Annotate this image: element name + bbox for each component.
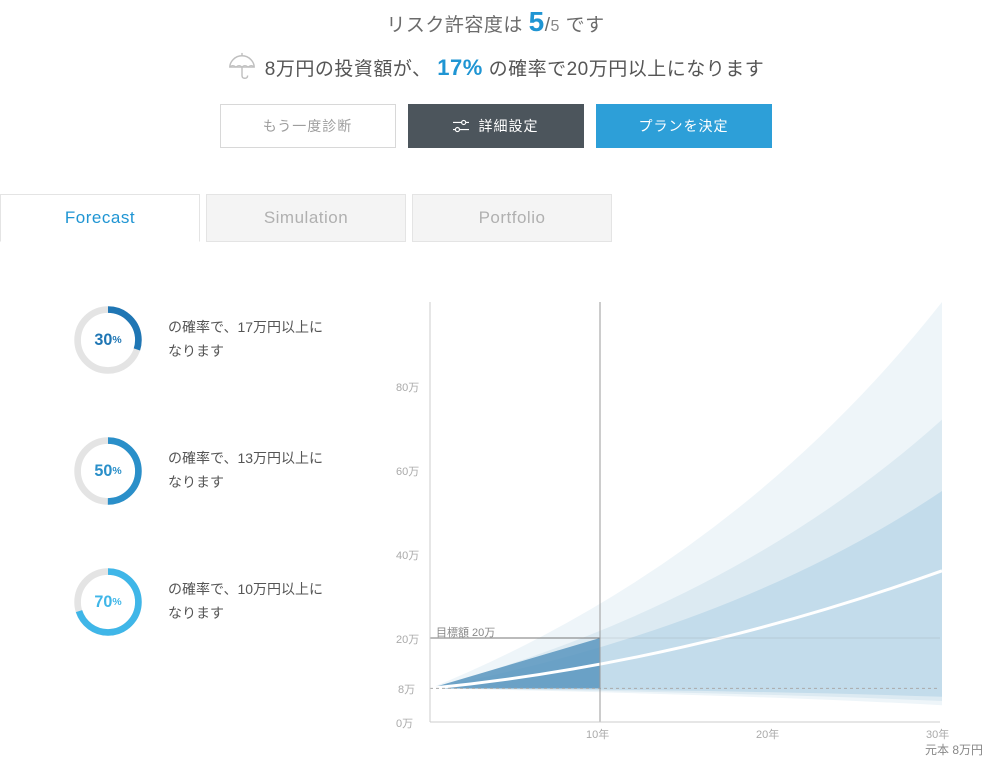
probability-list: 30% の確率で、17万円以上になります 50% の確率で、13万円以上になりま… bbox=[0, 302, 400, 752]
chart-label: 30年 bbox=[926, 726, 949, 742]
tab-portfolio-label: Portfolio bbox=[479, 208, 546, 228]
summary-suffix: の確率で20万円以上になります bbox=[489, 59, 765, 80]
chart-label: 8万 bbox=[398, 681, 415, 697]
chart-label: 40万 bbox=[396, 547, 419, 563]
summary-line: 8万円の投資額が、 17% の確率で20万円以上になります bbox=[0, 52, 991, 82]
probability-row: 50% の確率で、13万円以上になります bbox=[70, 433, 400, 509]
settings-label: 詳細設定 bbox=[479, 116, 539, 136]
probability-row: 30% の確率で、17万円以上になります bbox=[70, 302, 400, 378]
risk-denom: 5 bbox=[550, 18, 559, 35]
svg-text:50%: 50% bbox=[94, 462, 121, 480]
tab-simulation[interactable]: Simulation bbox=[206, 194, 406, 242]
donut-chart: 50% bbox=[70, 433, 146, 509]
chart-label: 目標額 20万 bbox=[436, 624, 495, 640]
forecast-chart: 0万40万60万80万20万8万10年20年30年目標額 20万元本 8万円 bbox=[400, 302, 991, 752]
summary-prefix: 8万円の投資額が、 bbox=[265, 59, 432, 80]
svg-text:30%: 30% bbox=[94, 331, 121, 349]
settings-button[interactable]: 詳細設定 bbox=[408, 104, 584, 148]
chart-label: 0万 bbox=[396, 715, 413, 731]
svg-text:70%: 70% bbox=[94, 593, 121, 611]
tab-simulation-label: Simulation bbox=[264, 208, 348, 228]
confirm-label: プランを決定 bbox=[639, 116, 729, 136]
donut-chart: 70% bbox=[70, 564, 146, 640]
tab-forecast-label: Forecast bbox=[65, 208, 135, 228]
risk-prefix: リスク許容度は bbox=[386, 15, 523, 36]
probability-row: 70% の確率で、10万円以上になります bbox=[70, 564, 400, 640]
risk-tolerance-line: リスク許容度は 5/5 です bbox=[0, 6, 991, 38]
chart-label: 10年 bbox=[586, 726, 609, 742]
tab-forecast[interactable]: Forecast bbox=[0, 194, 200, 242]
summary-pct: 17% bbox=[437, 55, 483, 80]
chart-label: 20万 bbox=[396, 631, 419, 647]
probability-text: の確率で、10万円以上になります bbox=[168, 578, 328, 626]
chart-label: 20年 bbox=[756, 726, 779, 742]
probability-text: の確率で、17万円以上になります bbox=[168, 316, 328, 364]
umbrella-icon bbox=[227, 52, 257, 82]
tab-portfolio[interactable]: Portfolio bbox=[412, 194, 612, 242]
confirm-button[interactable]: プランを決定 bbox=[596, 104, 772, 148]
donut-chart: 30% bbox=[70, 302, 146, 378]
probability-text: の確率で、13万円以上になります bbox=[168, 447, 328, 495]
sliders-icon bbox=[453, 119, 469, 133]
risk-value: 5 bbox=[529, 6, 545, 37]
retry-button[interactable]: もう一度診断 bbox=[220, 104, 396, 148]
forecast-chart-svg bbox=[400, 302, 940, 744]
chart-label: 80万 bbox=[396, 379, 419, 395]
retry-label: もう一度診断 bbox=[263, 116, 353, 136]
risk-suffix: です bbox=[566, 15, 605, 36]
chart-label: 60万 bbox=[396, 463, 419, 479]
